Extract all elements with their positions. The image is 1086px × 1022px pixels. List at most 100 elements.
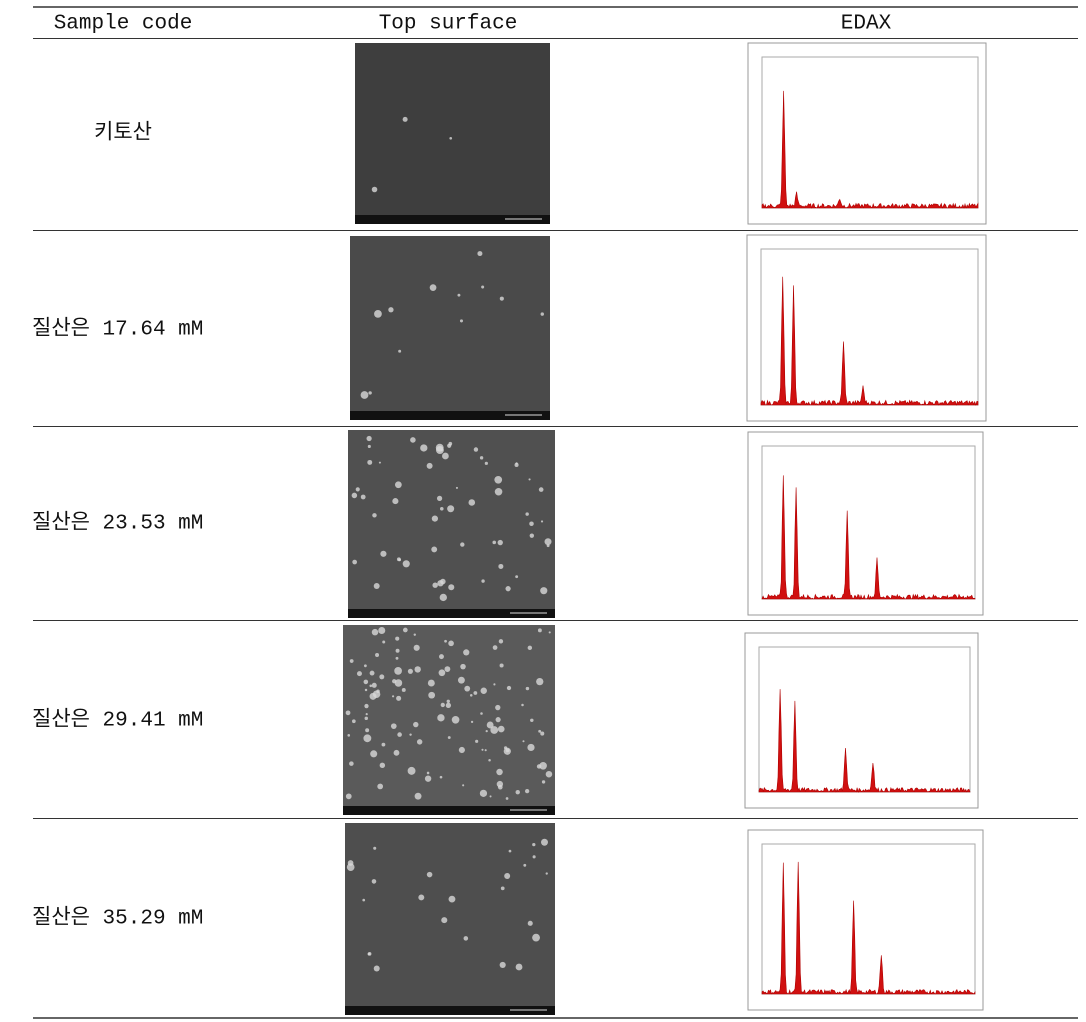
particle [397, 732, 402, 737]
particle [402, 116, 408, 122]
particle [537, 628, 542, 633]
particle [369, 684, 373, 688]
particle [432, 582, 438, 588]
particle [480, 712, 483, 715]
particle [481, 748, 484, 751]
particle [365, 728, 370, 733]
particle [439, 593, 447, 602]
edax-frame [747, 42, 987, 225]
particle [447, 505, 455, 513]
particle [540, 520, 544, 523]
particle [394, 667, 402, 675]
particle [407, 766, 416, 775]
particle [378, 461, 381, 464]
particle [490, 726, 499, 734]
particle [521, 703, 524, 707]
particle [479, 456, 484, 460]
particle [481, 579, 485, 583]
particle [437, 580, 444, 587]
particle [494, 487, 503, 496]
edax-frame [747, 431, 984, 616]
particle [377, 783, 384, 790]
particle [420, 444, 428, 452]
particle [458, 746, 465, 754]
edax-frame [746, 234, 987, 422]
particle [374, 309, 382, 318]
particle [391, 695, 395, 698]
particle [410, 437, 416, 443]
particle [427, 679, 435, 687]
particle [390, 723, 397, 729]
particle [445, 702, 452, 708]
particle [496, 780, 504, 788]
particle [495, 704, 501, 711]
particle [447, 443, 452, 448]
sem-image [355, 43, 550, 224]
particle [475, 739, 479, 743]
edax-spectrum [758, 689, 971, 794]
particle [449, 136, 453, 140]
particle [532, 855, 536, 859]
sem-info-bar [350, 411, 550, 420]
particle [477, 251, 483, 257]
particle [488, 758, 491, 762]
sem-image [350, 236, 550, 420]
particle [499, 296, 504, 301]
edax-spectrum [761, 861, 976, 995]
particle [514, 462, 519, 468]
sem-info-bar [348, 609, 555, 618]
particle [380, 550, 387, 557]
particle [541, 838, 548, 846]
particle [515, 789, 520, 795]
sem-image [345, 823, 555, 1015]
particle [402, 560, 410, 568]
particle [431, 515, 438, 522]
column-header: Top surface [379, 13, 518, 36]
particle [371, 628, 379, 636]
particle [426, 462, 433, 469]
particle [371, 879, 377, 884]
particle [398, 349, 402, 353]
particle [503, 747, 511, 755]
particle [492, 540, 497, 545]
particle [364, 716, 368, 721]
particle [439, 654, 444, 660]
sem-info-bar [355, 215, 550, 224]
particle [538, 487, 544, 492]
particle [481, 285, 485, 289]
sample-code: 질산은 35.29 mM [32, 906, 203, 931]
particle [402, 627, 408, 633]
particle [363, 679, 369, 685]
particle [462, 784, 465, 787]
particle [499, 663, 504, 668]
particle [381, 742, 386, 747]
particle [375, 653, 380, 657]
particle [496, 768, 503, 776]
edax-spectrum [761, 90, 979, 209]
particle [431, 546, 438, 553]
particle [479, 789, 488, 797]
particle [413, 633, 416, 636]
figures [343, 42, 987, 1015]
particle [447, 736, 451, 739]
column-header: EDAX [841, 13, 892, 36]
particle [409, 733, 412, 736]
particle [473, 447, 479, 452]
particle [373, 965, 380, 972]
particle [413, 644, 420, 651]
particle [418, 894, 425, 901]
particle [446, 699, 450, 703]
particle [463, 649, 470, 656]
particle [373, 846, 377, 850]
particle [497, 725, 505, 733]
particle [525, 512, 529, 516]
particle [373, 583, 380, 590]
particle [356, 671, 362, 677]
particle [368, 391, 372, 395]
particle [448, 640, 454, 647]
sem-info-bar [343, 806, 555, 815]
particle [362, 898, 366, 902]
particle [370, 750, 378, 758]
particle [364, 688, 368, 692]
particle [480, 687, 487, 694]
